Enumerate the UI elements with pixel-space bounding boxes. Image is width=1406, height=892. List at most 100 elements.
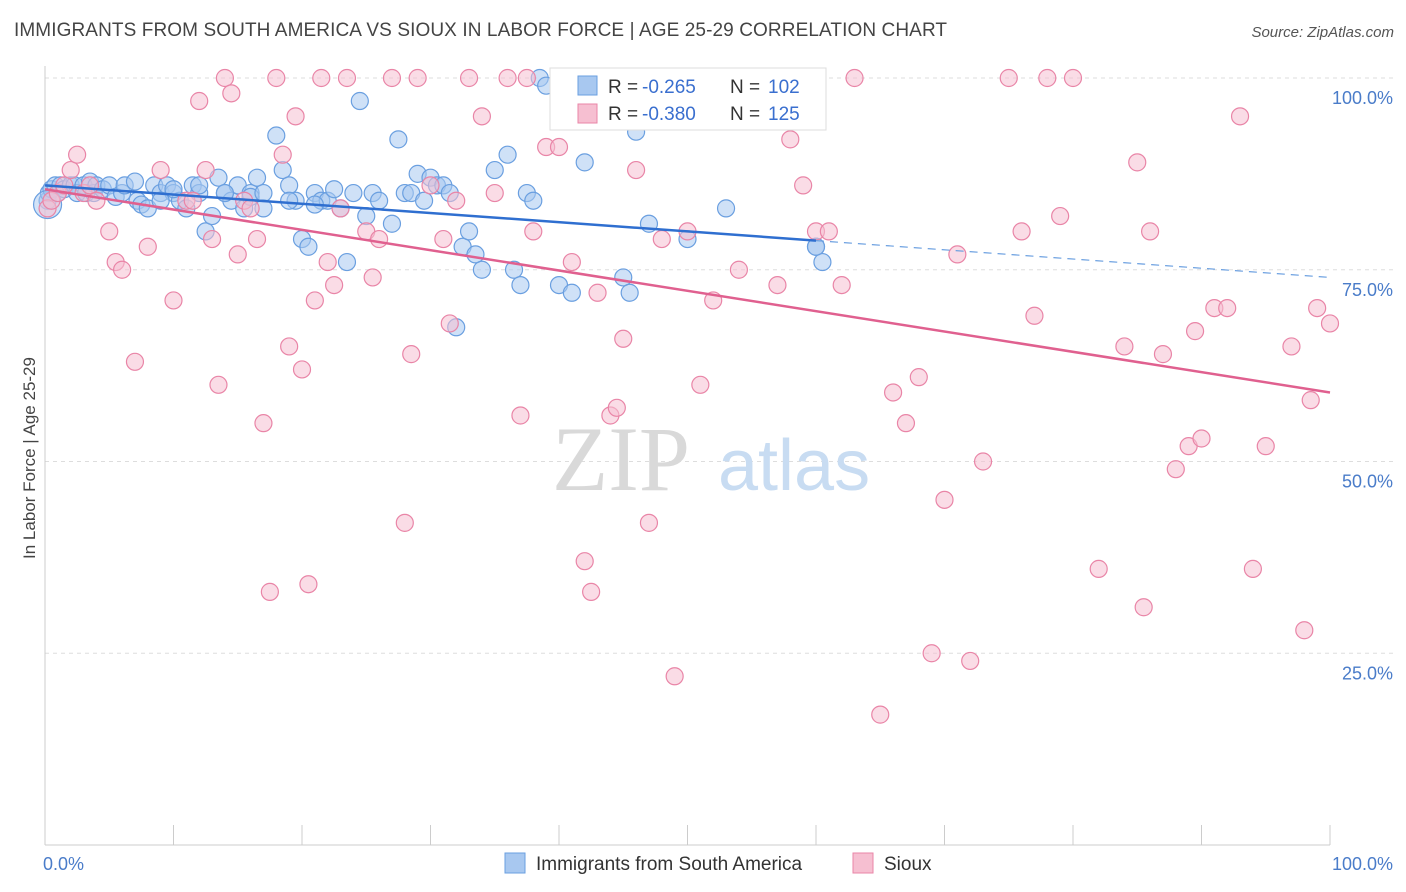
point-sioux [280, 337, 299, 356]
point-sioux [665, 667, 684, 686]
point-sioux [273, 145, 292, 164]
bottom-legend-swatch-blue [504, 852, 526, 874]
point-sioux [286, 107, 305, 126]
x-tick-labels: 0.0% 100.0% [43, 854, 1393, 874]
point-sioux [440, 314, 459, 333]
point-sioux [202, 229, 222, 249]
point-immigrants [299, 237, 318, 256]
point-sioux [459, 68, 479, 88]
point-sioux [1012, 222, 1031, 241]
point-sioux [80, 176, 100, 195]
point-sioux [511, 406, 530, 425]
point-sioux [1218, 299, 1237, 318]
point-immigrants [337, 252, 357, 272]
trendline-immigrants-extension [815, 240, 1331, 279]
point-sioux [100, 222, 119, 241]
bottom-legend-label-pink: Sioux [884, 854, 932, 875]
point-immigrants [273, 160, 292, 180]
point-sioux [948, 245, 967, 264]
point-sioux [337, 68, 357, 88]
point-sioux [639, 513, 659, 532]
point-immigrants [414, 191, 434, 210]
point-sioux [517, 68, 536, 88]
point-sioux [935, 490, 954, 509]
point-sioux [498, 68, 517, 88]
point-sioux [909, 368, 928, 387]
legend-swatch-pink [577, 103, 598, 124]
point-sioux [382, 68, 402, 88]
legend-n-label-1: N = [730, 77, 760, 98]
point-sioux [1025, 306, 1044, 325]
point-immigrants [620, 283, 639, 302]
point-immigrants [382, 214, 402, 233]
point-sioux [125, 352, 145, 371]
legend-n-value-2: 125 [768, 104, 800, 125]
point-sioux [1320, 314, 1340, 333]
point-immigrants [504, 260, 524, 279]
point-immigrants [254, 183, 273, 203]
point-sioux [729, 260, 749, 279]
point-sioux [1301, 391, 1320, 410]
watermark-atlas: atlas [718, 426, 870, 506]
point-sioux [421, 176, 440, 195]
point-immigrants [125, 172, 145, 191]
point-sioux [883, 383, 903, 402]
point-immigrants [344, 183, 363, 203]
source-label: Source: ZipAtlas.com [1251, 24, 1394, 41]
point-immigrants [459, 222, 479, 241]
point-immigrants [614, 268, 633, 287]
point-sioux [575, 552, 594, 571]
point-sioux [370, 229, 389, 249]
point-sioux [1166, 460, 1185, 479]
point-sioux [312, 68, 331, 88]
y-tick-label: 50.0% [1342, 472, 1393, 492]
point-immigrants [280, 176, 299, 195]
point-sioux [61, 160, 80, 180]
legend-box: R = -0.265 N = 102 R = -0.380 N = 125 [549, 67, 827, 131]
point-sioux [1128, 153, 1147, 172]
point-sioux [562, 252, 581, 272]
point-sioux [472, 107, 491, 126]
point-sioux [325, 275, 344, 295]
point-sioux [1115, 337, 1134, 356]
trendlines [44, 184, 1331, 394]
point-immigrants [280, 191, 299, 210]
point-sioux [973, 452, 993, 471]
point-sioux [228, 245, 247, 264]
point-sioux [819, 222, 838, 241]
point-sioux [267, 68, 286, 88]
point-sioux [305, 291, 324, 310]
point-sioux [626, 160, 646, 180]
point-sioux [1063, 68, 1083, 88]
point-sioux [1140, 222, 1160, 241]
point-sioux [395, 513, 414, 532]
point-sioux [260, 582, 279, 601]
point-sioux [871, 705, 890, 724]
trendline-immigrants [44, 184, 817, 242]
bottom-legend-label-blue: Immigrants from South America [536, 854, 803, 875]
point-sioux [999, 68, 1018, 88]
point-sioux [961, 651, 980, 671]
point-immigrants [325, 180, 344, 199]
legend-r-label-2: R = [608, 104, 638, 125]
x-tick-label-max: 100.0% [1332, 854, 1393, 874]
point-sioux [222, 84, 241, 103]
legend-n-value-1: 102 [768, 77, 800, 98]
point-immigrants [151, 191, 170, 210]
trendline-sioux [44, 187, 1331, 394]
point-sioux [190, 91, 209, 111]
point-sioux [781, 130, 800, 149]
point-immigrants [575, 153, 594, 172]
legend-r-value-1: -0.265 [642, 77, 696, 98]
point-sioux [164, 291, 183, 310]
point-immigrants [466, 245, 485, 264]
point-immigrants [511, 275, 530, 295]
point-sioux [434, 229, 453, 249]
point-immigrants [370, 191, 389, 210]
point-sioux [215, 68, 234, 88]
point-sioux [845, 68, 864, 88]
point-sioux [138, 237, 157, 256]
point-sioux [524, 222, 543, 241]
point-sioux [68, 145, 87, 164]
